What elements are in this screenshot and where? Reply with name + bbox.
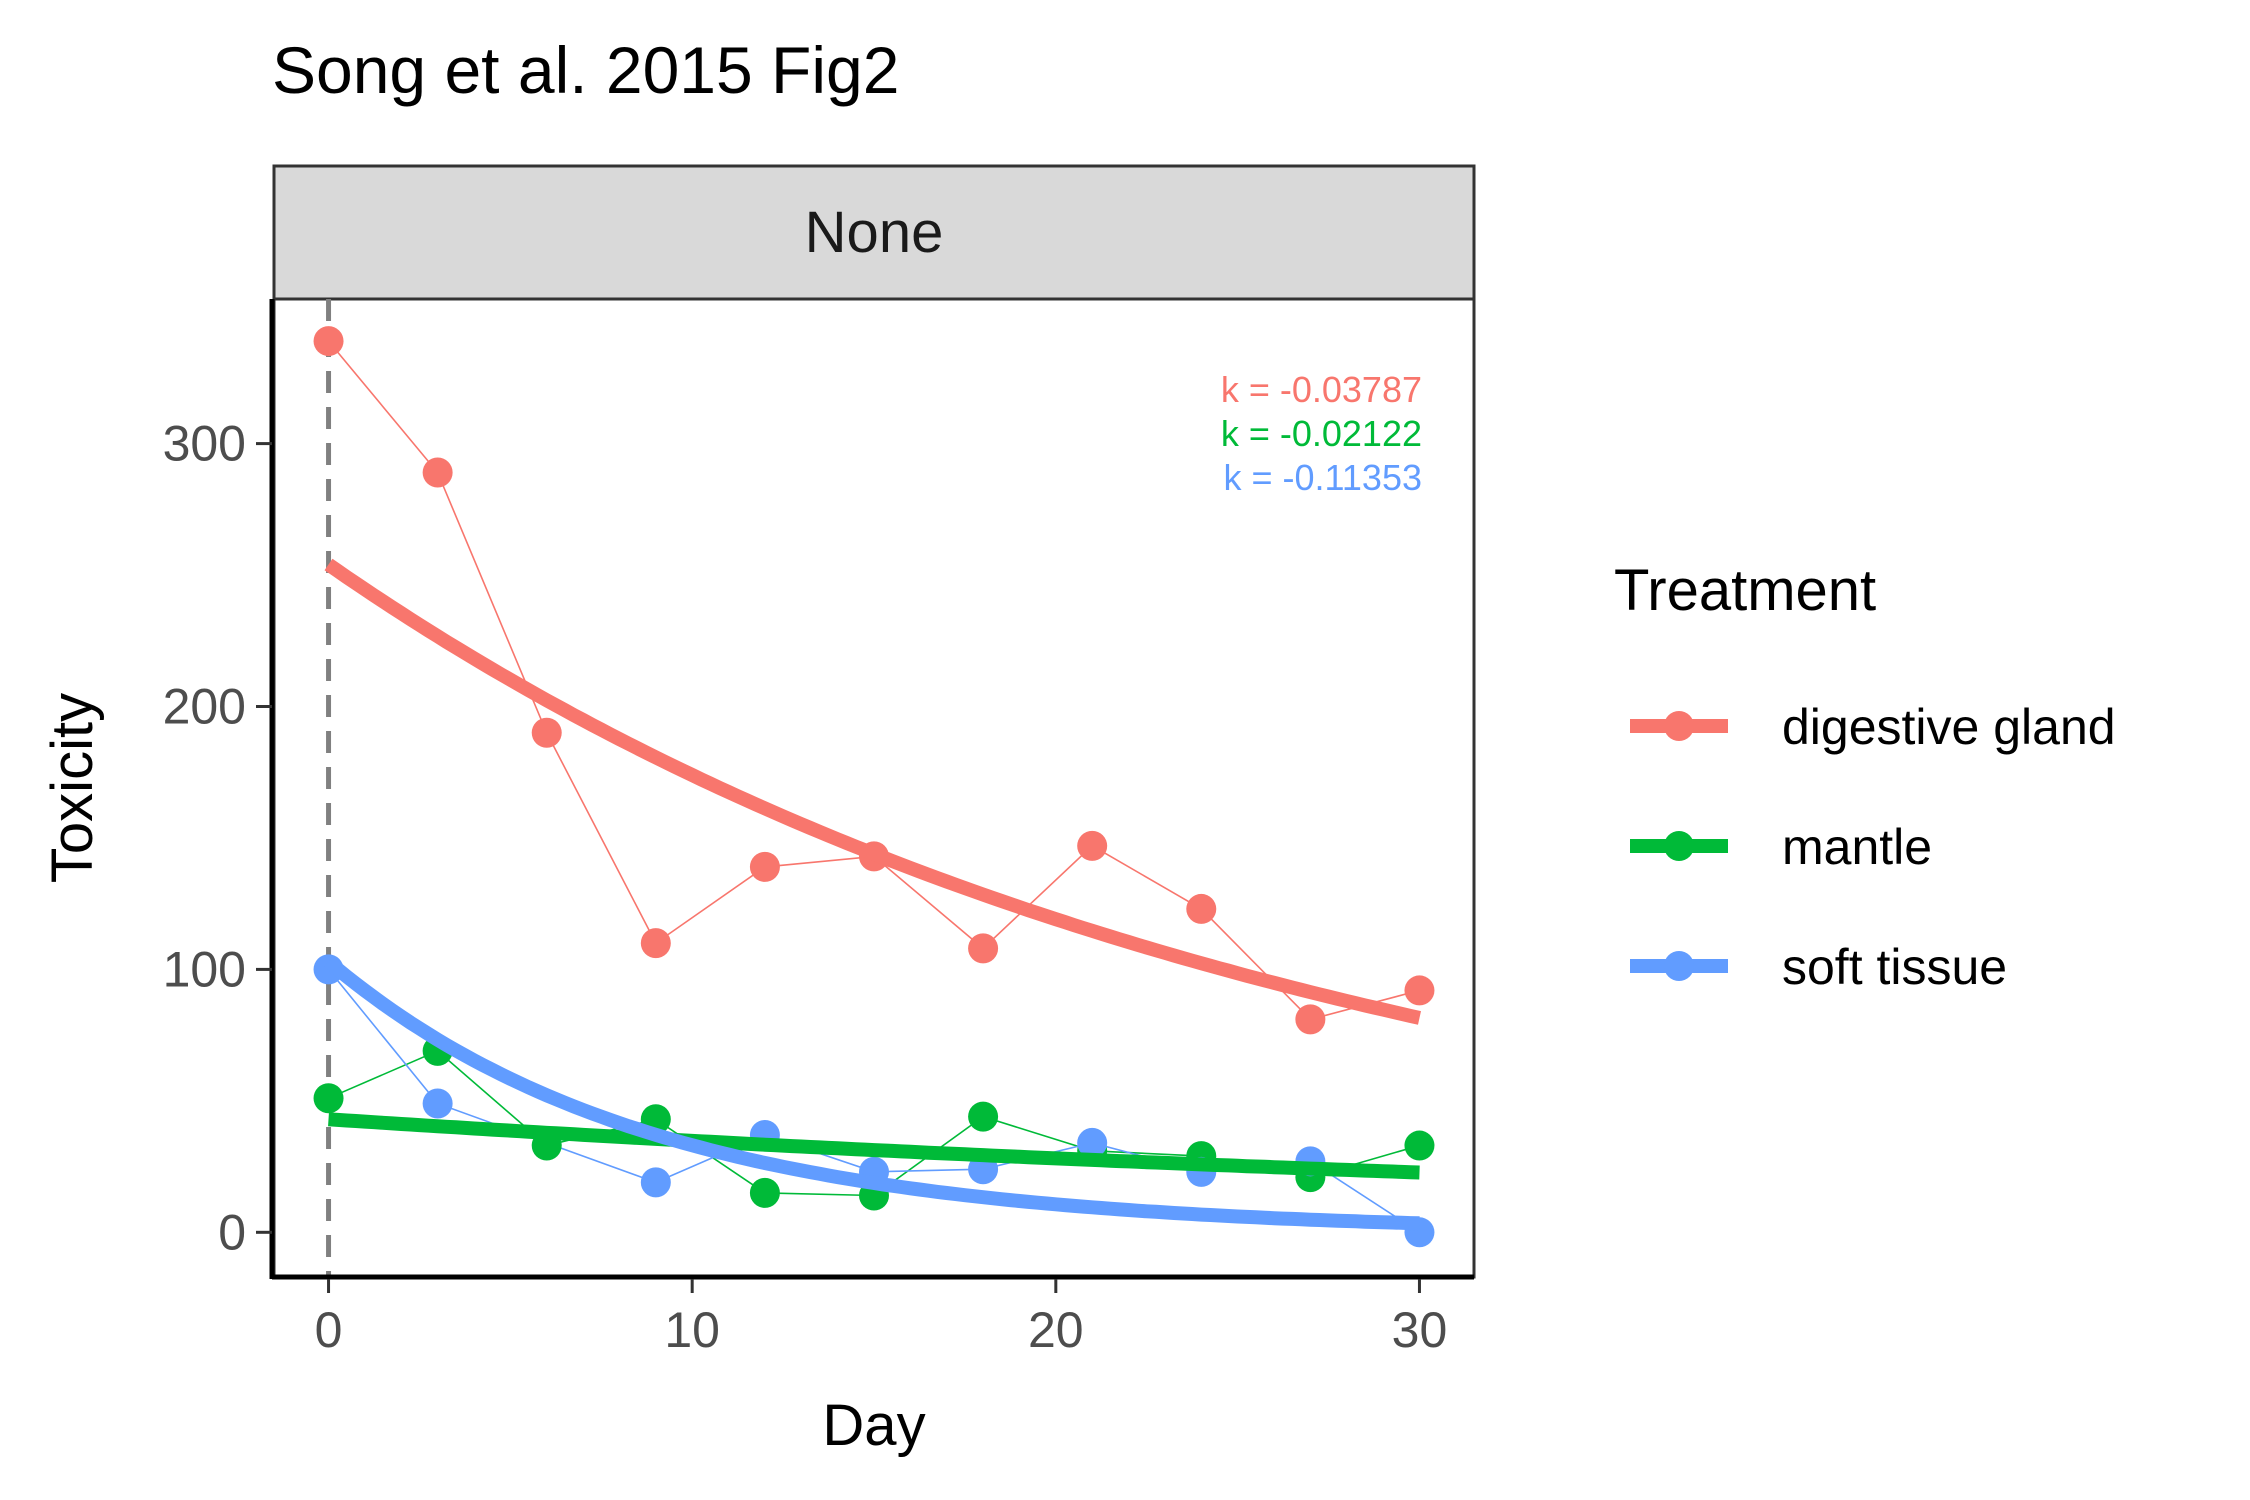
chart-title: Song et al. 2015 Fig2 <box>272 33 899 107</box>
data-point <box>640 928 671 959</box>
x-tick-label: 0 <box>315 1302 343 1358</box>
data-point <box>422 1088 453 1119</box>
data-point <box>1077 1127 1108 1158</box>
y-tick-label: 100 <box>163 941 246 997</box>
data-point <box>749 851 780 882</box>
legend-label: digestive gland <box>1782 699 2116 755</box>
legend-label: soft tissue <box>1782 939 2007 995</box>
k-label: k = -0.03787 <box>1221 369 1422 410</box>
fit-curve <box>324 956 1420 1231</box>
data-point <box>749 1177 780 1208</box>
plot-panel <box>272 297 1476 1279</box>
data-point <box>313 1083 344 1114</box>
data-point <box>1404 975 1435 1006</box>
x-tick-label: 30 <box>1392 1302 1448 1358</box>
data-point <box>422 457 453 488</box>
y-tick-label: 200 <box>163 679 246 735</box>
y-tick-label: 300 <box>163 416 246 472</box>
facet-strip <box>272 164 1476 301</box>
k-label: k = -0.11353 <box>1224 457 1422 498</box>
fit-curve <box>328 1112 1420 1180</box>
data-point <box>968 1101 999 1132</box>
data-point <box>1186 893 1217 924</box>
k-label: k = -0.02122 <box>1221 413 1422 454</box>
plot-layer <box>313 299 1435 1277</box>
legend-title: Treatment <box>1614 558 1876 623</box>
x-tick-label: 20 <box>1028 1302 1084 1358</box>
legend-key-point <box>1664 831 1694 861</box>
data-point <box>313 326 344 357</box>
data-point <box>968 933 999 964</box>
fit-curve <box>324 558 1422 1025</box>
data-point <box>531 717 562 748</box>
legend-label: mantle <box>1782 819 1932 875</box>
data-point <box>1077 830 1108 861</box>
x-tick-label: 10 <box>664 1302 720 1358</box>
data-point <box>1295 1004 1326 1035</box>
y-axis-title: Toxicity <box>40 693 105 883</box>
legend-key-point <box>1664 711 1694 741</box>
legend-key-point <box>1664 951 1694 981</box>
x-axis-title: Day <box>822 1393 925 1458</box>
legend: digestive gland mantle soft tissue <box>1630 699 2116 995</box>
y-tick-label: 0 <box>218 1204 246 1260</box>
data-point <box>1404 1130 1435 1161</box>
data-point <box>640 1167 671 1198</box>
facet-label: None <box>805 200 944 265</box>
